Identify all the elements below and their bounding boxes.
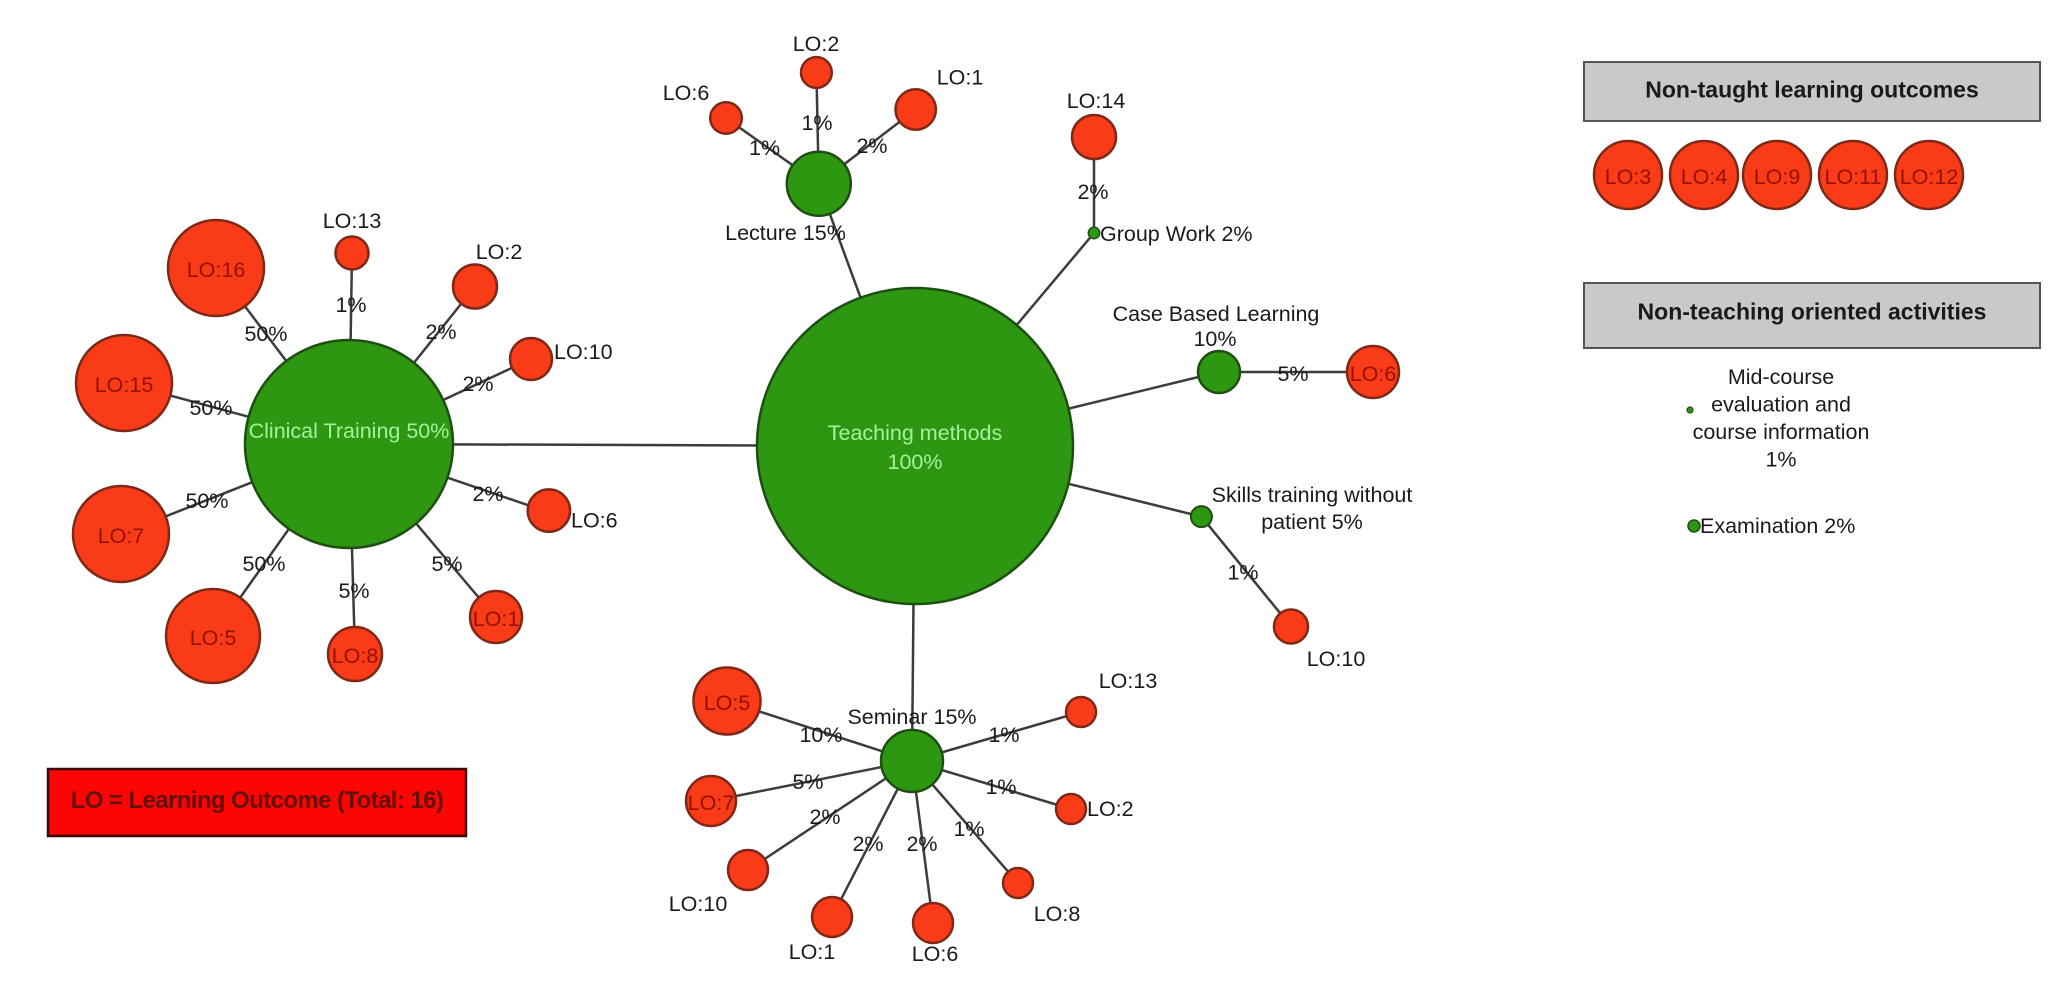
svg-text:LO:5: LO:5 [190,626,237,650]
svg-text:LO:1: LO:1 [473,607,520,631]
svg-text:Skills training without: Skills training without [1212,483,1413,507]
svg-text:patient 5%: patient 5% [1261,510,1363,534]
svg-text:LO:4: LO:4 [1681,165,1728,189]
svg-text:Mid-course: Mid-course [1728,365,1834,389]
svg-text:1%: 1% [1765,448,1796,472]
svg-text:50%: 50% [185,489,228,513]
svg-text:Group Work 2%: Group Work 2% [1100,222,1253,246]
svg-text:LO:7: LO:7 [688,791,735,815]
svg-text:LO:6: LO:6 [1350,362,1397,386]
svg-text:LO:5: LO:5 [704,691,751,715]
svg-text:LO:1: LO:1 [937,66,984,90]
svg-text:5%: 5% [792,770,823,794]
svg-text:Examination 2%: Examination 2% [1700,514,1855,538]
svg-text:Seminar 15%: Seminar 15% [847,705,976,729]
svg-text:10%: 10% [799,723,842,747]
svg-text:LO:13: LO:13 [1099,669,1158,693]
svg-text:LO:6: LO:6 [663,81,710,105]
svg-text:evaluation and: evaluation and [1711,393,1851,417]
svg-text:Non-teaching oriented activiti: Non-teaching oriented activities [1638,299,1987,325]
svg-text:2%: 2% [856,134,887,158]
svg-text:LO:6: LO:6 [912,942,959,966]
svg-text:50%: 50% [242,552,285,576]
svg-text:1%: 1% [953,817,984,841]
svg-text:2%: 2% [425,320,456,344]
svg-text:1%: 1% [985,775,1016,799]
svg-text:LO:7: LO:7 [98,524,145,548]
svg-text:LO:2: LO:2 [1087,797,1134,821]
svg-text:Non-taught learning outcomes: Non-taught learning outcomes [1645,77,1979,103]
svg-text:2%: 2% [472,482,503,506]
svg-text:2%: 2% [1077,180,1108,204]
svg-text:LO:14: LO:14 [1067,89,1126,113]
svg-text:10%: 10% [1193,327,1236,351]
svg-text:Lecture 15%: Lecture 15% [725,221,846,245]
svg-text:100%: 100% [888,450,943,474]
svg-text:LO:13: LO:13 [323,209,382,233]
svg-text:50%: 50% [244,322,287,346]
svg-text:LO = Learning Outcome (Total:: LO = Learning Outcome (Total: 16) [71,787,443,814]
svg-text:1%: 1% [335,293,366,317]
svg-text:LO:15: LO:15 [95,373,154,397]
svg-text:LO:1: LO:1 [789,940,836,964]
svg-text:5%: 5% [1277,362,1308,386]
svg-text:2%: 2% [809,805,840,829]
svg-text:Case Based Learning: Case Based Learning [1113,302,1320,326]
svg-text:LO:11: LO:11 [1825,165,1882,189]
svg-text:1%: 1% [749,136,780,160]
svg-text:LO:16: LO:16 [187,258,246,282]
svg-text:LO:8: LO:8 [1034,902,1081,926]
svg-text:LO:3: LO:3 [1605,165,1652,189]
svg-text:2%: 2% [852,832,883,856]
svg-text:5%: 5% [338,579,369,603]
svg-text:1%: 1% [1227,561,1258,585]
svg-text:50%: 50% [189,396,232,420]
svg-text:LO:8: LO:8 [332,644,379,668]
svg-text:LO:10: LO:10 [1307,647,1366,671]
svg-text:LO:2: LO:2 [793,32,840,56]
svg-text:LO:9: LO:9 [1754,165,1801,189]
svg-text:1%: 1% [801,111,832,135]
svg-text:1%: 1% [988,723,1019,747]
svg-text:Teaching methods: Teaching methods [828,421,1003,445]
svg-text:LO:10: LO:10 [669,892,728,916]
svg-text:5%: 5% [431,552,462,576]
svg-text:LO:12: LO:12 [1900,165,1959,189]
svg-text:2%: 2% [906,832,937,856]
svg-text:LO:2: LO:2 [476,240,523,264]
svg-text:LO:10: LO:10 [554,340,613,364]
svg-text:course information: course information [1693,420,1870,444]
svg-text:Clinical Training 50%: Clinical Training 50% [249,419,450,443]
svg-text:LO:6: LO:6 [571,509,618,533]
svg-text:2%: 2% [462,372,493,396]
